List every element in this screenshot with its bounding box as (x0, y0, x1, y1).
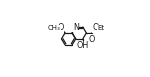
Text: N: N (73, 23, 79, 31)
Text: OH: OH (77, 41, 89, 50)
Text: O: O (89, 35, 95, 44)
Text: O: O (58, 23, 64, 32)
Text: O: O (93, 23, 99, 32)
Text: CH₃: CH₃ (48, 25, 61, 31)
Text: Et: Et (98, 25, 105, 31)
